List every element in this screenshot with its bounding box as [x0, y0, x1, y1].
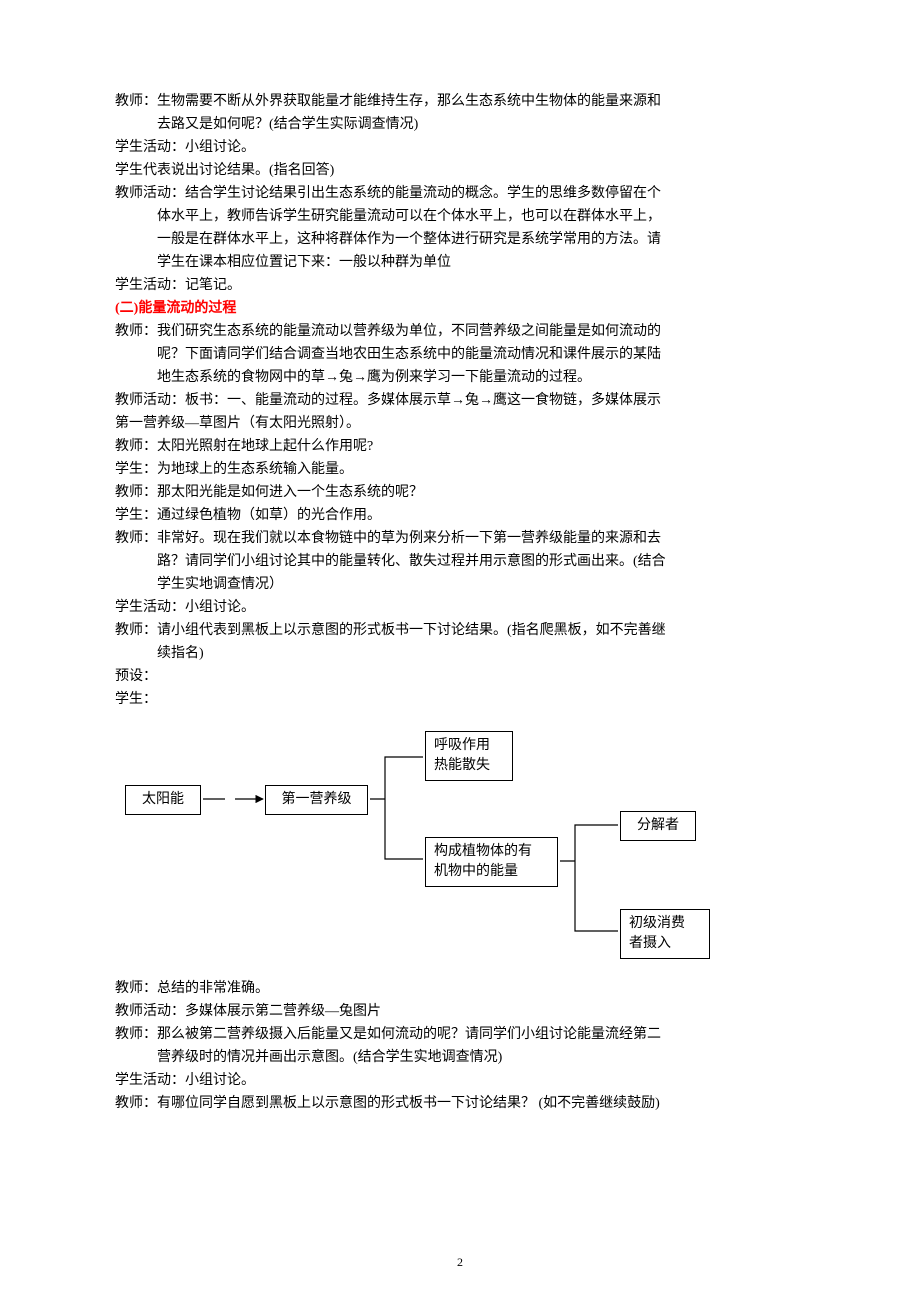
diagram-label: 第一营养级 — [282, 790, 352, 810]
paragraph: 教师：非常好。现在我们就以本食物链中的草为例来分析一下第一营养级能量的来源和去 — [115, 527, 805, 550]
diagram-box-consumer: 初级消费 者摄入 — [620, 909, 710, 959]
paragraph: 学生在课本相应位置记下来：一般以种群为单位 — [115, 251, 805, 274]
paragraph: 路？请同学们小组讨论其中的能量转化、散失过程并用示意图的形式画出来。(结合 — [115, 550, 805, 573]
paragraph: 地生态系统的食物网中的草→兔→鹰为例来学习一下能量流动的过程。 — [115, 366, 805, 389]
paragraph: 教师：请小组代表到黑板上以示意图的形式板书一下讨论结果。(指名爬黑板，如不完善继 — [115, 619, 805, 642]
paragraph: 学生代表说出讨论结果。(指名回答) — [115, 159, 805, 182]
paragraph: 教师活动：板书：一、能量流动的过程。多媒体展示草→兔→鹰这一食物链，多媒体展示 — [115, 389, 805, 412]
paragraph: 教师：那太阳光能是如何进入一个生态系统的呢？ — [115, 481, 805, 504]
paragraph: 学生：通过绿色植物（如草）的光合作用。 — [115, 504, 805, 527]
paragraph: 教师活动：多媒体展示第二营养级—兔图片 — [115, 1000, 805, 1023]
diagram-label: 热能散失 — [434, 756, 504, 776]
paragraph: 教师：生物需要不断从外界获取能量才能维持生存，那么生态系统中生物体的能量来源和 — [115, 90, 805, 113]
paragraph: 学生活动：小组讨论。 — [115, 596, 805, 619]
paragraph: 学生： — [115, 688, 805, 711]
diagram-box-respiration: 呼吸作用 热能散失 — [425, 731, 513, 781]
paragraph: 教师：总结的非常准确。 — [115, 977, 805, 1000]
paragraph: 教师：太阳光照射在地球上起什么作用呢? — [115, 435, 805, 458]
diagram-box-decomposer: 分解者 — [620, 811, 696, 841]
diagram-label: 太阳能 — [142, 790, 184, 810]
document-page: 教师：生物需要不断从外界获取能量才能维持生存，那么生态系统中生物体的能量来源和 … — [0, 0, 920, 1302]
diagram-label: 构成植物体的有 — [434, 842, 549, 862]
paragraph: 续指名) — [115, 642, 805, 665]
paragraph: 一般是在群体水平上，这种将群体作为一个整体进行研究是系统学常用的方法。请 — [115, 228, 805, 251]
paragraph: 预设： — [115, 665, 805, 688]
flow-diagram: 太阳能 第一营养级 呼吸作用 热能散失 构成植物体的有 机物中的能量 分解者 初… — [115, 719, 805, 969]
paragraph: 学生活动：小组讨论。 — [115, 1069, 805, 1092]
section-heading: (二)能量流动的过程 — [115, 297, 805, 320]
paragraph: 第一营养级—草图片（有太阳光照射）。 — [115, 412, 805, 435]
diagram-label: 者摄入 — [629, 934, 701, 954]
paragraph: 教师：那么被第二营养级摄入后能量又是如何流动的呢？请同学们小组讨论能量流经第二 — [115, 1023, 805, 1046]
diagram-box-level1: 第一营养级 — [265, 785, 368, 815]
paragraph: 学生活动：小组讨论。 — [115, 136, 805, 159]
paragraph: 体水平上，教师告诉学生研究能量流动可以在个体水平上，也可以在群体水平上， — [115, 205, 805, 228]
paragraph: 去路又是如何呢？(结合学生实际调查情况) — [115, 113, 805, 136]
paragraph: 学生活动：记笔记。 — [115, 274, 805, 297]
diagram-box-organic: 构成植物体的有 机物中的能量 — [425, 837, 558, 887]
page-number: 2 — [0, 1255, 920, 1270]
paragraph: 学生：为地球上的生态系统输入能量。 — [115, 458, 805, 481]
paragraph: 学生实地调查情况） — [115, 573, 805, 596]
paragraph: 教师活动：结合学生讨论结果引出生态系统的能量流动的概念。学生的思维多数停留在个 — [115, 182, 805, 205]
diagram-label: 初级消费 — [629, 914, 701, 934]
diagram-label: 分解者 — [637, 816, 679, 836]
paragraph: 营养级时的情况并画出示意图。(结合学生实地调查情况) — [115, 1046, 805, 1069]
diagram-label: 机物中的能量 — [434, 862, 549, 882]
paragraph: 呢？下面请同学们结合调查当地农田生态系统中的能量流动情况和课件展示的某陆 — [115, 343, 805, 366]
diagram-label: 呼吸作用 — [434, 736, 504, 756]
diagram-box-sun: 太阳能 — [125, 785, 201, 815]
paragraph: 教师：有哪位同学自愿到黑板上以示意图的形式板书一下讨论结果？ (如不完善继续鼓励… — [115, 1092, 805, 1115]
paragraph: 教师：我们研究生态系统的能量流动以营养级为单位，不同营养级之间能量是如何流动的 — [115, 320, 805, 343]
